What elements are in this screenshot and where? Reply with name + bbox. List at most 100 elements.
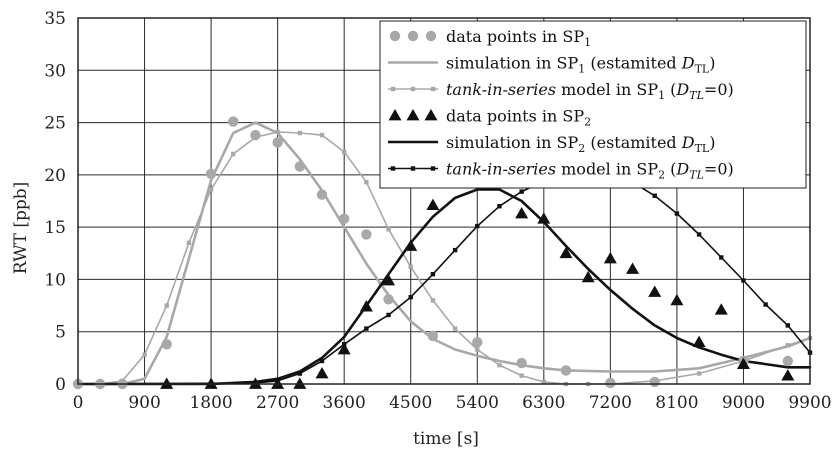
data-point — [516, 357, 527, 369]
legend-label-part: 2 — [584, 116, 591, 129]
legend-label-part: =0) — [704, 80, 734, 99]
legend-label-part: 1 — [658, 89, 665, 102]
data-point — [763, 302, 768, 307]
legend-label-part: ) — [709, 133, 715, 152]
legend-label: tank-in-series model in SP1 (DTL=0) — [446, 80, 734, 102]
data-point — [430, 298, 436, 303]
data-point — [696, 371, 702, 376]
legend-marker — [430, 86, 436, 92]
legend-label-part: (estamited — [585, 54, 682, 73]
data-point — [475, 223, 480, 229]
data-point — [472, 336, 483, 348]
legend-label-part: 1 — [584, 36, 591, 49]
legend-label: data points in SP2 — [446, 107, 591, 129]
x-tick-label: 7200 — [589, 393, 632, 413]
series-2 — [76, 121, 812, 386]
data-point — [161, 339, 172, 350]
data-point — [164, 303, 169, 308]
data-point — [719, 255, 724, 260]
legend-label-part: ( — [665, 160, 676, 179]
data-point — [649, 376, 660, 388]
data-point — [541, 379, 547, 385]
legend-label-part: data points in SP — [446, 107, 584, 126]
legend-marker — [390, 166, 396, 171]
legend-label: simulation in SP1 (estamited DTL) — [446, 54, 716, 76]
data-point — [515, 207, 529, 219]
legend-label-part: D — [675, 80, 689, 99]
legend-label: tank-in-series model in SP2 (DTL=0) — [446, 160, 734, 182]
data-point — [782, 355, 794, 367]
data-point — [250, 129, 261, 141]
data-point — [316, 189, 328, 200]
y-tick-label: 30 — [44, 61, 66, 81]
x-tick-label: 4500 — [389, 393, 432, 413]
legend-label-part: ) — [709, 54, 715, 73]
y-tick-label: 25 — [44, 114, 66, 134]
data-point — [297, 130, 303, 136]
data-point — [337, 342, 351, 355]
y-tick-label: 20 — [44, 166, 66, 186]
x-tick-label: 2700 — [256, 393, 299, 413]
data-point — [537, 212, 551, 224]
plot-frame — [77, 17, 811, 385]
data-point — [272, 137, 283, 148]
data-point — [741, 278, 746, 283]
data-point — [519, 373, 524, 378]
y-tick-label: 10 — [44, 270, 66, 290]
legend-label-part: ( — [665, 80, 676, 99]
x-tick-label: 8100 — [655, 393, 698, 413]
data-point — [204, 377, 218, 389]
legend-label: data points in SP1 — [446, 27, 591, 49]
data-point — [408, 264, 413, 270]
data-point — [452, 326, 458, 331]
data-point — [603, 252, 617, 264]
legend-label-part: 2 — [658, 169, 665, 182]
legend-marker — [406, 109, 420, 121]
legend-marker — [425, 30, 437, 42]
data-point — [648, 285, 662, 297]
data-point — [361, 229, 372, 240]
data-point — [426, 198, 440, 211]
data-point — [271, 377, 285, 389]
data-point — [581, 270, 595, 283]
x-tick-label: 9900 — [788, 393, 831, 413]
legend-label-part: model in SP — [556, 160, 658, 179]
data-point — [781, 369, 795, 381]
legend-label-part: TL — [689, 169, 704, 182]
legend-label-part: data points in SP — [446, 27, 584, 46]
legend-box — [379, 20, 807, 189]
legend-label-part: TL — [689, 89, 704, 102]
data-point — [497, 204, 502, 209]
y-tick-label: 15 — [44, 218, 66, 238]
data-point — [736, 357, 750, 370]
data-point — [341, 149, 347, 155]
legend-label-part: simulation in SP — [446, 54, 579, 73]
data-point — [475, 347, 480, 352]
data-point — [382, 273, 396, 286]
data-point — [319, 132, 325, 138]
x-tick-label: 0 — [73, 393, 84, 413]
data-point — [386, 312, 391, 318]
data-point — [338, 213, 350, 224]
y-axis-title: RWT [ppb] — [11, 182, 31, 275]
data-point — [386, 227, 391, 232]
data-point — [430, 272, 436, 277]
legend-marker — [430, 166, 436, 171]
data-point — [404, 239, 418, 251]
legend-marker — [390, 86, 396, 92]
data-point — [452, 247, 458, 253]
series-1 — [72, 116, 794, 390]
data-point — [315, 367, 329, 379]
data-point — [205, 168, 217, 180]
plot-series — [72, 116, 813, 390]
data-point — [293, 377, 307, 389]
legend-marker — [410, 86, 416, 92]
data-point — [364, 179, 369, 185]
legend-label-part: TL — [695, 142, 710, 155]
data-point — [383, 294, 394, 305]
data-point — [231, 151, 236, 157]
y-tick-label: 35 — [44, 9, 66, 29]
data-point — [186, 240, 192, 246]
legend-label-part: tank-in-series — [446, 80, 556, 99]
